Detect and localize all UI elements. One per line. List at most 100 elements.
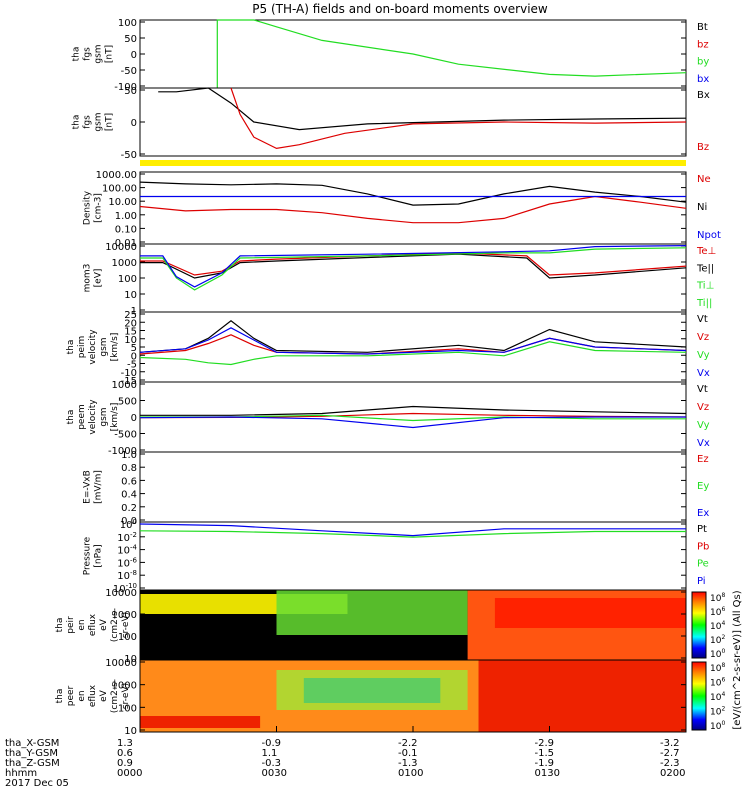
y-tick-label: 100 xyxy=(118,274,137,285)
series-line-ti xyxy=(140,245,687,288)
y-axis-label: tha xyxy=(72,47,82,62)
y-axis-label: velocity xyxy=(88,399,98,435)
y-axis-label: fgs xyxy=(83,115,93,129)
series-line-ne xyxy=(139,195,687,224)
y-axis-label: peem xyxy=(77,404,87,430)
y-axis-label: [mV/m] xyxy=(94,470,104,504)
legend-entry-npot: Npot xyxy=(697,230,721,241)
y-axis-label: [cm-3] xyxy=(94,193,104,223)
colorbar-lower: 108 106 104 102 100 xyxy=(691,661,725,732)
colorbar-tick-label: 102 xyxy=(710,634,725,646)
y-axis-label: (cm2-s- xyxy=(110,608,120,642)
y-tick-label: 10.00 xyxy=(108,197,137,208)
y-tick-label: 10000 xyxy=(105,588,137,599)
y-tick-label: 50 xyxy=(124,86,137,97)
footer-value: 0.9 xyxy=(117,758,133,769)
footer-value: -2.2 xyxy=(398,738,418,749)
colorbar xyxy=(691,591,707,659)
panel-frame xyxy=(139,521,687,591)
y-tick-label: 0 xyxy=(131,50,137,61)
colorbar-label: [eV/(cm^2-s-sr-eV)] (All Qs) xyxy=(732,590,743,729)
colorbar-tick-label: 104 xyxy=(710,691,725,703)
y-tick-label: 0 xyxy=(131,413,137,424)
y-axis-label: tha xyxy=(55,689,65,704)
y-axis-label: sr-eV) xyxy=(121,683,131,709)
series-line-te xyxy=(140,252,687,276)
legend-entry-te⊥: Te⊥ xyxy=(696,246,716,257)
panel-2: 50 0 -50 tha fgs gsm [nT] Bx Bz xyxy=(72,86,710,161)
panel-10: 10000 1000 100 10 tha peer en eflux eV (cm2-s-sr-… xyxy=(55,658,687,737)
legend-entry-vz: Vz xyxy=(697,402,709,413)
y-tick-label: 10-2 xyxy=(117,531,137,544)
y-tick-label: -5 xyxy=(127,360,137,371)
legend-entry-te||: Te|| xyxy=(696,263,714,274)
y-axis-label: gsm xyxy=(99,337,109,356)
panel-frame xyxy=(139,451,687,523)
colorbar-tick-label: 104 xyxy=(710,620,725,632)
legend-entry-bt: Bt xyxy=(697,22,708,33)
panel-6: 1000 500 0 -500 -1000 tha peem velocity gsm [km/s… xyxy=(66,380,710,457)
y-tick-label: 10 xyxy=(124,290,137,301)
y-tick-label: 15 xyxy=(124,327,137,338)
y-tick-label: -15 xyxy=(121,376,137,387)
legend-entry-ni: Ni xyxy=(697,202,707,213)
series-line-vx xyxy=(139,327,687,355)
footer-value: -1.5 xyxy=(535,748,555,759)
series-line-by xyxy=(216,19,687,88)
y-tick-label: -100 xyxy=(114,82,137,93)
legend-entry-ti⊥: Ti⊥ xyxy=(696,281,714,292)
legend-entry-bx: bx xyxy=(697,74,709,85)
legend-entry-vx: Vx xyxy=(697,368,710,379)
data-availability-bar xyxy=(140,160,686,166)
footer-value: 0100 xyxy=(398,768,423,779)
y-axis-label: sr-eV) xyxy=(121,612,131,638)
y-tick-label: 5 xyxy=(131,343,137,354)
footer-row-label: tha_X-GSM xyxy=(5,738,59,749)
footer-value: 0030 xyxy=(262,768,287,779)
footer-value: -2.7 xyxy=(660,748,680,759)
footer-value: 0200 xyxy=(660,768,685,779)
footer-value: 0.6 xyxy=(117,748,133,759)
y-tick-label: 1000 xyxy=(112,258,137,269)
y-tick-label: 1 xyxy=(131,306,137,317)
panel-1: 100 50 0 -50 -100 tha fgs gsm [nT] Bt bz by bx xyxy=(72,18,710,93)
panel-frame xyxy=(139,171,687,245)
y-tick-label: 10 xyxy=(124,726,137,737)
y-tick-label: -50 xyxy=(121,66,137,77)
y-axis-label: gsm xyxy=(99,407,109,426)
y-axis-label: peer xyxy=(66,685,76,706)
y-tick-label: -500 xyxy=(114,430,137,441)
y-axis-label: en xyxy=(77,690,87,701)
legend-entry-bz: bz xyxy=(697,39,709,50)
series-line-te xyxy=(140,253,687,279)
legend-entry-bz: Bz xyxy=(697,142,709,153)
date-label: 2017 Dec 05 xyxy=(5,778,69,789)
y-axis-label: tha xyxy=(66,410,76,425)
y-tick-label: 100 xyxy=(118,18,137,29)
y-tick-label: 0.4 xyxy=(121,490,137,501)
y-axis-label: velocity xyxy=(88,329,98,365)
colorbar-tick-label: 100 xyxy=(710,720,725,732)
y-tick-label: 10-8 xyxy=(117,569,137,582)
y-axis-label: [nT] xyxy=(105,45,115,63)
spectrogram-band xyxy=(303,678,441,703)
footer-row-label: tha_Y-GSM xyxy=(5,748,58,759)
y-axis-label: mom3 xyxy=(83,264,93,293)
y-axis-label: peim xyxy=(77,336,87,359)
legend-entry-pi: Pi xyxy=(697,576,706,587)
y-tick-label: 0.01 xyxy=(115,238,137,249)
y-axis-label: fgs xyxy=(83,47,93,61)
footer-value: -2.3 xyxy=(660,758,680,769)
panel-4: 10000 1000 100 10 1 mom3 [eV] Te⊥ Te|| Ti⊥ Ti|| xyxy=(83,242,717,317)
footer-value: 0130 xyxy=(535,768,560,779)
footer-value: 1.1 xyxy=(262,748,278,759)
legend-entry-vt: Vt xyxy=(697,384,708,395)
panel-3: 1000.00 100.00 10.00 1.00 0.10 0.01 Density [cm… xyxy=(83,170,721,249)
series-line-pe xyxy=(139,530,686,538)
legend-entry-vy: Vy xyxy=(697,350,710,361)
y-tick-label: 1000 xyxy=(112,681,137,692)
y-tick-label: 10 xyxy=(124,335,137,346)
series-line-vt xyxy=(140,405,687,416)
